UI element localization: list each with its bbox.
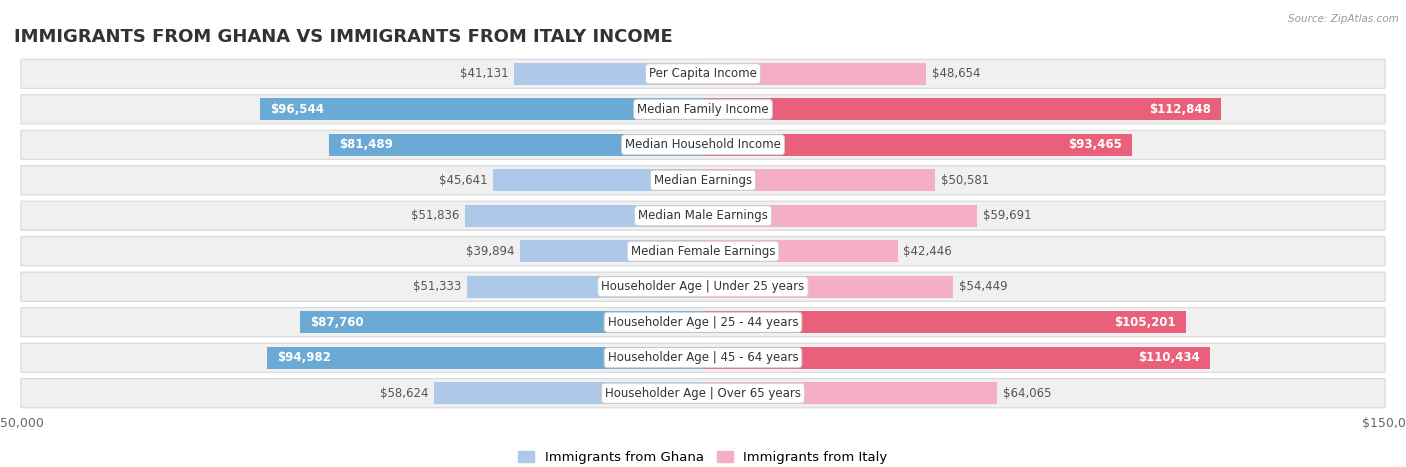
FancyBboxPatch shape — [21, 201, 1385, 230]
Bar — [329, 134, 703, 156]
Text: IMMIGRANTS FROM GHANA VS IMMIGRANTS FROM ITALY INCOME: IMMIGRANTS FROM GHANA VS IMMIGRANTS FROM… — [14, 28, 673, 46]
Bar — [260, 98, 703, 120]
Text: $105,201: $105,201 — [1114, 316, 1175, 329]
Text: Per Capita Income: Per Capita Income — [650, 67, 756, 80]
FancyBboxPatch shape — [21, 237, 1385, 266]
Bar — [703, 347, 1211, 369]
Text: $51,836: $51,836 — [411, 209, 460, 222]
Bar — [703, 276, 953, 298]
Text: Median Female Earnings: Median Female Earnings — [631, 245, 775, 258]
Text: $81,489: $81,489 — [339, 138, 392, 151]
Bar — [703, 205, 977, 227]
Text: Median Male Earnings: Median Male Earnings — [638, 209, 768, 222]
FancyBboxPatch shape — [21, 166, 1385, 195]
FancyBboxPatch shape — [21, 308, 1385, 337]
FancyBboxPatch shape — [21, 59, 1385, 88]
Text: $41,131: $41,131 — [460, 67, 509, 80]
Text: $94,982: $94,982 — [277, 351, 330, 364]
Bar — [299, 311, 703, 333]
Bar — [465, 205, 703, 227]
Legend: Immigrants from Ghana, Immigrants from Italy: Immigrants from Ghana, Immigrants from I… — [513, 446, 893, 467]
Text: Source: ZipAtlas.com: Source: ZipAtlas.com — [1288, 14, 1399, 24]
Text: $64,065: $64,065 — [1002, 387, 1052, 400]
Bar — [267, 347, 703, 369]
Bar — [494, 169, 703, 191]
Text: $93,465: $93,465 — [1069, 138, 1122, 151]
Bar — [703, 134, 1132, 156]
Text: Householder Age | Under 25 years: Householder Age | Under 25 years — [602, 280, 804, 293]
FancyBboxPatch shape — [21, 95, 1385, 124]
Text: Median Household Income: Median Household Income — [626, 138, 780, 151]
FancyBboxPatch shape — [21, 272, 1385, 301]
Bar — [515, 63, 703, 85]
Bar — [703, 98, 1222, 120]
Bar — [433, 382, 703, 404]
Text: Median Family Income: Median Family Income — [637, 103, 769, 116]
Text: $87,760: $87,760 — [311, 316, 364, 329]
Text: $50,581: $50,581 — [941, 174, 988, 187]
Text: $48,654: $48,654 — [932, 67, 980, 80]
Text: Householder Age | 25 - 44 years: Householder Age | 25 - 44 years — [607, 316, 799, 329]
Text: $54,449: $54,449 — [959, 280, 1007, 293]
Bar — [703, 382, 997, 404]
Bar — [520, 240, 703, 262]
Text: $45,641: $45,641 — [439, 174, 488, 187]
Text: $110,434: $110,434 — [1137, 351, 1199, 364]
Text: $39,894: $39,894 — [465, 245, 515, 258]
Bar — [467, 276, 703, 298]
FancyBboxPatch shape — [21, 343, 1385, 372]
Text: $42,446: $42,446 — [904, 245, 952, 258]
Text: Householder Age | 45 - 64 years: Householder Age | 45 - 64 years — [607, 351, 799, 364]
FancyBboxPatch shape — [21, 130, 1385, 159]
Bar — [703, 311, 1187, 333]
Bar — [703, 169, 935, 191]
Text: $58,624: $58,624 — [380, 387, 429, 400]
Bar — [703, 63, 927, 85]
Text: Householder Age | Over 65 years: Householder Age | Over 65 years — [605, 387, 801, 400]
Text: Median Earnings: Median Earnings — [654, 174, 752, 187]
Text: $96,544: $96,544 — [270, 103, 323, 116]
Text: $59,691: $59,691 — [983, 209, 1031, 222]
Bar — [703, 240, 898, 262]
Text: $51,333: $51,333 — [413, 280, 461, 293]
Text: $112,848: $112,848 — [1149, 103, 1211, 116]
FancyBboxPatch shape — [21, 379, 1385, 408]
